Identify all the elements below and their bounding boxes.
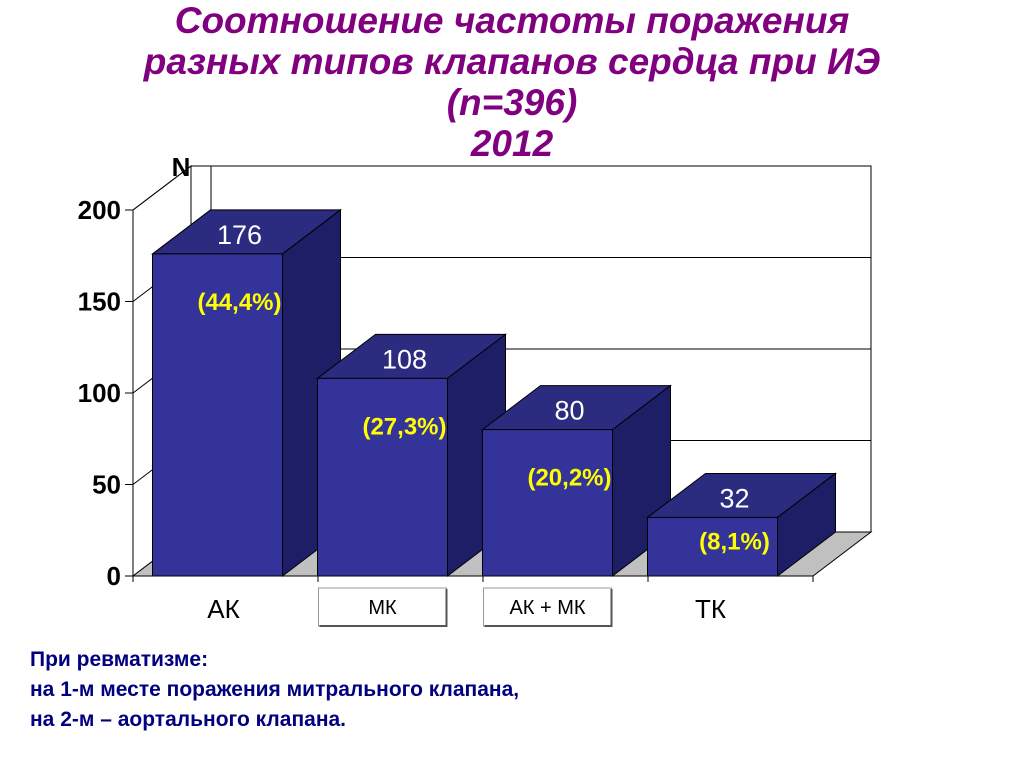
- chart-title: Соотношение частоты поражения разных тип…: [0, 0, 1024, 164]
- footnote-line-2: на 1-м месте поражения митрального клапа…: [30, 678, 520, 701]
- bar-2: [317, 377, 448, 577]
- bar-percent-label: (44,4%): [197, 289, 281, 316]
- title-line-3: (n=396): [446, 82, 578, 123]
- y-tick-label: 50: [92, 470, 121, 500]
- category-box: [318, 587, 447, 627]
- bar-3: [482, 429, 613, 577]
- bar-percent-label: (27,3%): [362, 413, 446, 440]
- x-tick-label: АК + МК: [509, 597, 585, 619]
- bar-value-label: 176: [217, 220, 262, 250]
- footnote-line-1: При ревматизме:: [30, 648, 209, 671]
- bar-1: [152, 253, 283, 577]
- y-tick-label: 100: [78, 378, 121, 408]
- y-tick-label: 150: [78, 287, 121, 317]
- title-line-1: Соотношение частоты поражения: [174, 0, 850, 41]
- bar-chart: 0 50 100 150 200 N 176 (44,4%) АК 108 (27,3%) МК 80 (…: [78, 152, 873, 627]
- x-tick-label: МК: [368, 597, 397, 619]
- y-tick-label: 200: [78, 195, 121, 225]
- footnote-line-3: на 2-м – аортального клапана.: [30, 708, 347, 731]
- bar-percent-label: (20,2%): [527, 465, 611, 492]
- y-tick-label: 0: [107, 561, 121, 591]
- x-tick-label: АК: [207, 594, 240, 624]
- x-tick-label: ТК: [695, 594, 726, 624]
- bar-value-label: 108: [382, 344, 427, 374]
- footnote: При ревматизме: на 1-м месте поражения м…: [30, 645, 519, 735]
- y-axis-label: N: [172, 152, 191, 182]
- title-line-4: 2012: [470, 123, 554, 164]
- title-line-2: разных типов клапанов сердца при ИЭ: [143, 41, 881, 82]
- bar-4: [647, 516, 778, 577]
- bar-percent-label: (8,1%): [699, 528, 770, 555]
- bar-value-label: 32: [719, 483, 749, 513]
- bar-value-label: 80: [554, 396, 584, 426]
- gridline-side: [132, 165, 192, 211]
